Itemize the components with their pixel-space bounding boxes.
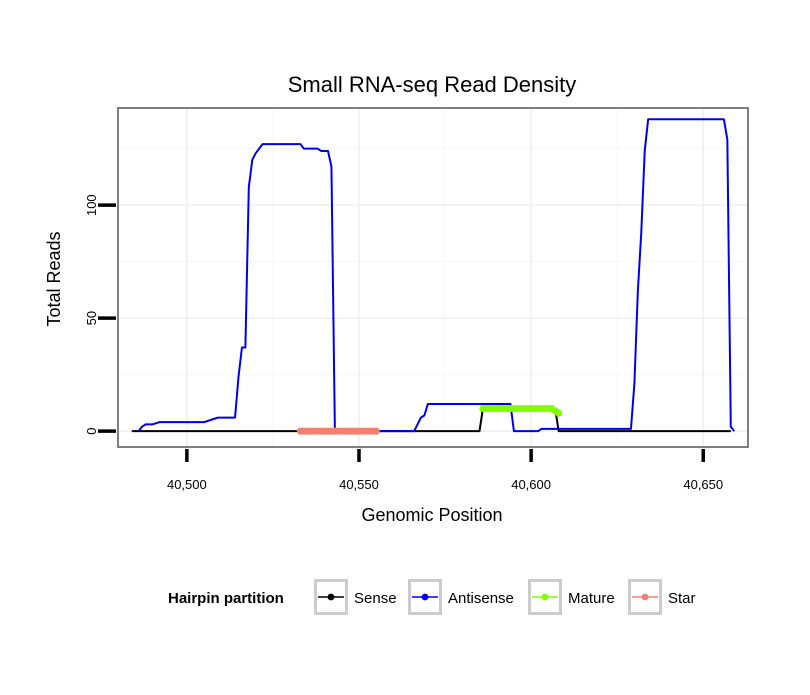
legend: Hairpin partition Sense Antisense Mature St…	[168, 579, 696, 615]
legend-label-antisense: Antisense	[448, 590, 514, 607]
x-tick-label: 40,500	[167, 477, 207, 492]
y-tick-label: 50	[84, 311, 99, 325]
legend-dot-mature	[541, 593, 549, 601]
legend-dot-sense	[327, 593, 335, 601]
x-axis-title: Genomic Position	[361, 505, 502, 525]
plot-border	[117, 107, 749, 448]
plot-area: 40,500 40,550 40,600 40,650 0 50 100	[84, 107, 749, 492]
x-tick-label: 40,550	[339, 477, 379, 492]
plot-background	[118, 108, 748, 447]
legend-dot-star	[641, 593, 649, 601]
legend-dot-antisense	[421, 593, 429, 601]
x-tick-label: 40,650	[683, 477, 723, 492]
y-tick-label: 100	[84, 194, 99, 216]
data-point-star	[372, 427, 380, 435]
legend-label-star: Star	[668, 590, 696, 607]
legend-title: Hairpin partition	[168, 590, 284, 607]
x-tick-label: 40,600	[511, 477, 551, 492]
y-axis-title: Total Reads	[44, 231, 64, 326]
chart-title: Small RNA-seq Read Density	[288, 72, 577, 97]
data-point-mature	[555, 409, 563, 417]
legend-label-sense: Sense	[354, 590, 397, 607]
y-tick-label: 0	[84, 428, 99, 435]
legend-label-mature: Mature	[568, 590, 615, 607]
